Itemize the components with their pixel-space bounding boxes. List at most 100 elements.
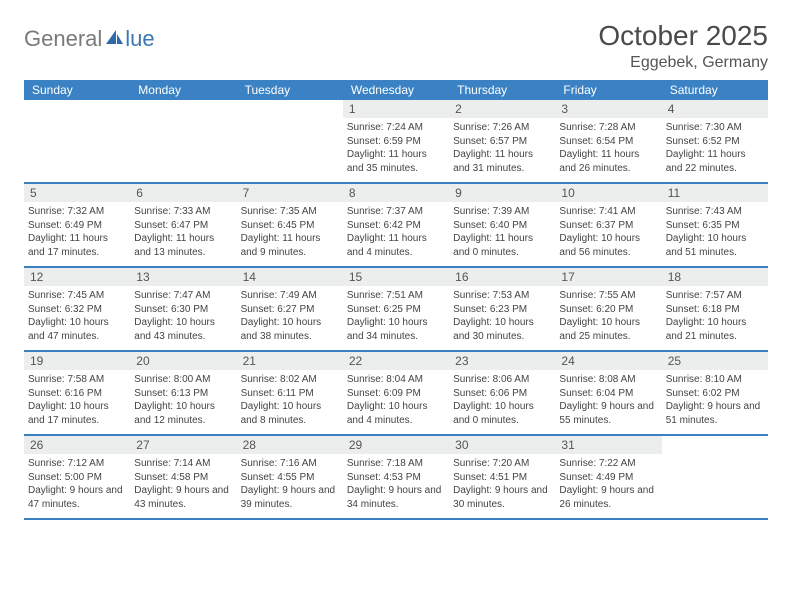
day-number: 23 <box>449 352 555 370</box>
day-cell: 19Sunrise: 7:58 AMSunset: 6:16 PMDayligh… <box>24 352 130 434</box>
day-number: 29 <box>343 436 449 454</box>
day-number: 7 <box>237 184 343 202</box>
day-details: Sunrise: 7:53 AMSunset: 6:23 PMDaylight:… <box>449 286 555 347</box>
day-number: 13 <box>130 268 236 286</box>
day-cell: 15Sunrise: 7:51 AMSunset: 6:25 PMDayligh… <box>343 268 449 350</box>
day-details: Sunrise: 7:22 AMSunset: 4:49 PMDaylight:… <box>555 454 661 515</box>
day-number: 31 <box>555 436 661 454</box>
day-cell: 1Sunrise: 7:24 AMSunset: 6:59 PMDaylight… <box>343 100 449 182</box>
day-number: 30 <box>449 436 555 454</box>
day-details: Sunrise: 8:00 AMSunset: 6:13 PMDaylight:… <box>130 370 236 431</box>
day-number: 12 <box>24 268 130 286</box>
day-number: 10 <box>555 184 661 202</box>
header: General lue October 2025 Eggebek, German… <box>24 20 768 72</box>
week-row: 19Sunrise: 7:58 AMSunset: 6:16 PMDayligh… <box>24 352 768 436</box>
day-details: Sunrise: 7:20 AMSunset: 4:51 PMDaylight:… <box>449 454 555 515</box>
day-details: Sunrise: 7:39 AMSunset: 6:40 PMDaylight:… <box>449 202 555 263</box>
day-cell <box>662 436 768 518</box>
day-cell: 25Sunrise: 8:10 AMSunset: 6:02 PMDayligh… <box>662 352 768 434</box>
day-number: 26 <box>24 436 130 454</box>
day-header-row: Sunday Monday Tuesday Wednesday Thursday… <box>24 80 768 100</box>
day-number: 25 <box>662 352 768 370</box>
day-details: Sunrise: 7:43 AMSunset: 6:35 PMDaylight:… <box>662 202 768 263</box>
day-number: 17 <box>555 268 661 286</box>
week-row: 5Sunrise: 7:32 AMSunset: 6:49 PMDaylight… <box>24 184 768 268</box>
day-header: Sunday <box>24 80 130 100</box>
day-header: Thursday <box>449 80 555 100</box>
day-cell: 4Sunrise: 7:30 AMSunset: 6:52 PMDaylight… <box>662 100 768 182</box>
day-cell: 23Sunrise: 8:06 AMSunset: 6:06 PMDayligh… <box>449 352 555 434</box>
day-number: 1 <box>343 100 449 118</box>
day-details: Sunrise: 7:51 AMSunset: 6:25 PMDaylight:… <box>343 286 449 347</box>
day-details: Sunrise: 7:32 AMSunset: 6:49 PMDaylight:… <box>24 202 130 263</box>
calendar: Sunday Monday Tuesday Wednesday Thursday… <box>24 80 768 520</box>
day-cell: 20Sunrise: 8:00 AMSunset: 6:13 PMDayligh… <box>130 352 236 434</box>
day-cell: 12Sunrise: 7:45 AMSunset: 6:32 PMDayligh… <box>24 268 130 350</box>
day-cell: 3Sunrise: 7:28 AMSunset: 6:54 PMDaylight… <box>555 100 661 182</box>
day-details: Sunrise: 7:37 AMSunset: 6:42 PMDaylight:… <box>343 202 449 263</box>
day-details: Sunrise: 7:33 AMSunset: 6:47 PMDaylight:… <box>130 202 236 263</box>
week-row: 12Sunrise: 7:45 AMSunset: 6:32 PMDayligh… <box>24 268 768 352</box>
day-details: Sunrise: 7:26 AMSunset: 6:57 PMDaylight:… <box>449 118 555 179</box>
day-number: 3 <box>555 100 661 118</box>
day-cell: 28Sunrise: 7:16 AMSunset: 4:55 PMDayligh… <box>237 436 343 518</box>
logo-word1: General <box>24 26 102 52</box>
day-number: 2 <box>449 100 555 118</box>
day-details: Sunrise: 7:24 AMSunset: 6:59 PMDaylight:… <box>343 118 449 179</box>
day-cell: 26Sunrise: 7:12 AMSunset: 5:00 PMDayligh… <box>24 436 130 518</box>
week-row: 26Sunrise: 7:12 AMSunset: 5:00 PMDayligh… <box>24 436 768 520</box>
day-details: Sunrise: 7:35 AMSunset: 6:45 PMDaylight:… <box>237 202 343 263</box>
day-number: 6 <box>130 184 236 202</box>
day-number: 24 <box>555 352 661 370</box>
location: Eggebek, Germany <box>598 54 768 72</box>
day-details: Sunrise: 8:02 AMSunset: 6:11 PMDaylight:… <box>237 370 343 431</box>
day-number: 4 <box>662 100 768 118</box>
day-number: 21 <box>237 352 343 370</box>
title-block: October 2025 Eggebek, Germany <box>598 20 768 72</box>
day-details: Sunrise: 7:47 AMSunset: 6:30 PMDaylight:… <box>130 286 236 347</box>
day-number: 20 <box>130 352 236 370</box>
day-cell: 24Sunrise: 8:08 AMSunset: 6:04 PMDayligh… <box>555 352 661 434</box>
day-cell <box>237 100 343 182</box>
day-cell: 8Sunrise: 7:37 AMSunset: 6:42 PMDaylight… <box>343 184 449 266</box>
day-details: Sunrise: 7:58 AMSunset: 6:16 PMDaylight:… <box>24 370 130 431</box>
day-details: Sunrise: 7:18 AMSunset: 4:53 PMDaylight:… <box>343 454 449 515</box>
day-number: 8 <box>343 184 449 202</box>
day-cell: 31Sunrise: 7:22 AMSunset: 4:49 PMDayligh… <box>555 436 661 518</box>
day-cell: 27Sunrise: 7:14 AMSunset: 4:58 PMDayligh… <box>130 436 236 518</box>
day-cell: 2Sunrise: 7:26 AMSunset: 6:57 PMDaylight… <box>449 100 555 182</box>
day-details: Sunrise: 7:41 AMSunset: 6:37 PMDaylight:… <box>555 202 661 263</box>
day-details: Sunrise: 8:06 AMSunset: 6:06 PMDaylight:… <box>449 370 555 431</box>
day-header: Wednesday <box>343 80 449 100</box>
day-header: Friday <box>555 80 661 100</box>
day-cell: 10Sunrise: 7:41 AMSunset: 6:37 PMDayligh… <box>555 184 661 266</box>
day-details: Sunrise: 7:28 AMSunset: 6:54 PMDaylight:… <box>555 118 661 179</box>
day-number: 18 <box>662 268 768 286</box>
day-cell: 30Sunrise: 7:20 AMSunset: 4:51 PMDayligh… <box>449 436 555 518</box>
day-header: Monday <box>130 80 236 100</box>
day-details: Sunrise: 7:45 AMSunset: 6:32 PMDaylight:… <box>24 286 130 347</box>
logo: General lue <box>24 20 155 52</box>
day-details: Sunrise: 8:08 AMSunset: 6:04 PMDaylight:… <box>555 370 661 431</box>
day-cell: 5Sunrise: 7:32 AMSunset: 6:49 PMDaylight… <box>24 184 130 266</box>
day-number: 14 <box>237 268 343 286</box>
day-details: Sunrise: 7:14 AMSunset: 4:58 PMDaylight:… <box>130 454 236 515</box>
day-number: 27 <box>130 436 236 454</box>
day-number: 11 <box>662 184 768 202</box>
day-cell: 13Sunrise: 7:47 AMSunset: 6:30 PMDayligh… <box>130 268 236 350</box>
day-number: 28 <box>237 436 343 454</box>
logo-sail-icon <box>104 26 124 52</box>
day-details: Sunrise: 7:57 AMSunset: 6:18 PMDaylight:… <box>662 286 768 347</box>
logo-word2: lue <box>125 26 154 52</box>
day-cell: 7Sunrise: 7:35 AMSunset: 6:45 PMDaylight… <box>237 184 343 266</box>
day-details: Sunrise: 7:55 AMSunset: 6:20 PMDaylight:… <box>555 286 661 347</box>
day-number: 5 <box>24 184 130 202</box>
day-cell: 9Sunrise: 7:39 AMSunset: 6:40 PMDaylight… <box>449 184 555 266</box>
day-cell: 22Sunrise: 8:04 AMSunset: 6:09 PMDayligh… <box>343 352 449 434</box>
day-cell <box>130 100 236 182</box>
day-number: 22 <box>343 352 449 370</box>
day-number: 15 <box>343 268 449 286</box>
day-cell: 16Sunrise: 7:53 AMSunset: 6:23 PMDayligh… <box>449 268 555 350</box>
day-header: Tuesday <box>237 80 343 100</box>
day-cell: 17Sunrise: 7:55 AMSunset: 6:20 PMDayligh… <box>555 268 661 350</box>
